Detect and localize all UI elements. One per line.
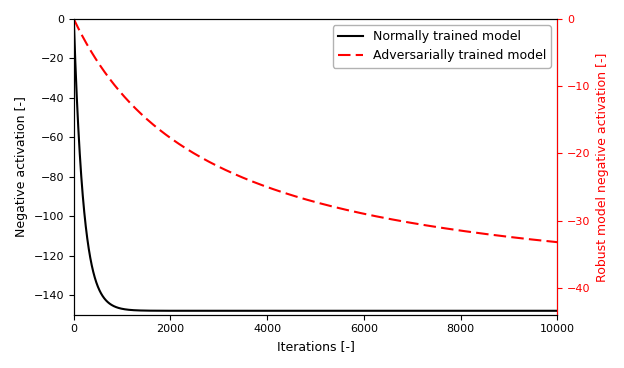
Legend: Normally trained model, Adversarially trained model: Normally trained model, Adversarially tr… [333, 25, 551, 67]
Normally trained model [404, 309, 411, 313]
Normally trained model [553, 309, 561, 313]
Adversarially trained model [553, 240, 561, 244]
Line: Adversarially trained model: Adversarially trained model [74, 19, 557, 242]
Adversarially trained model [165, 134, 172, 139]
Adversarially trained model [397, 219, 405, 223]
Adversarially trained model [120, 93, 127, 98]
Adversarially trained model [353, 210, 360, 214]
X-axis label: Iterations [-]: Iterations [-] [276, 340, 354, 353]
Y-axis label: Robust model negative activation [-]: Robust model negative activation [-] [596, 52, 609, 282]
Y-axis label: Negative activation [-]: Negative activation [-] [15, 96, 28, 237]
Normally trained model [120, 307, 127, 311]
Normally trained model [530, 309, 538, 313]
Adversarially trained model [404, 220, 411, 224]
Normally trained model [397, 309, 405, 313]
Line: Normally trained model: Normally trained model [74, 19, 557, 311]
Normally trained model [165, 308, 172, 313]
Adversarially trained model [530, 237, 538, 242]
Normally trained model [70, 17, 77, 21]
Normally trained model [432, 309, 439, 313]
Normally trained model [353, 309, 360, 313]
Adversarially trained model [70, 17, 77, 21]
